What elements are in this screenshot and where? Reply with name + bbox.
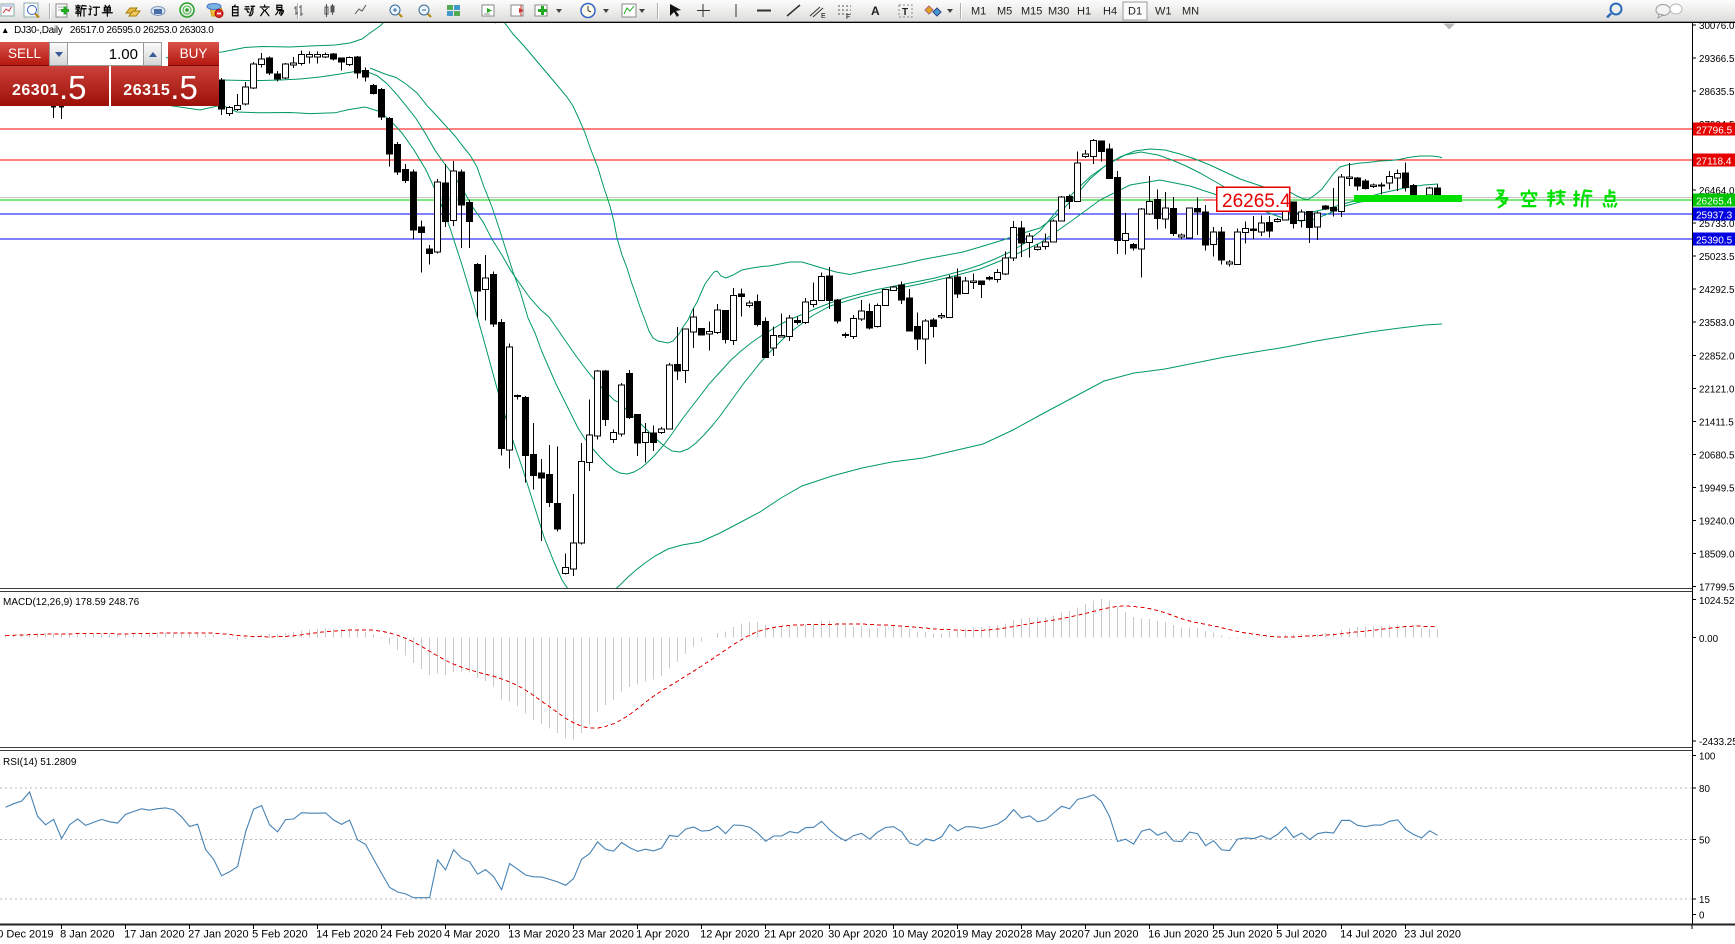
- svg-text:W1: W1: [1155, 6, 1172, 18]
- svg-text:0: 0: [1699, 911, 1705, 922]
- svg-text:80: 80: [1699, 784, 1710, 795]
- svg-text:17799.5: 17799.5: [1699, 583, 1735, 594]
- svg-text:4 Mar 2020: 4 Mar 2020: [444, 929, 500, 941]
- svg-text:26265.4: 26265.4: [1222, 191, 1291, 212]
- svg-text:19949.5: 19949.5: [1699, 484, 1735, 495]
- svg-text:30 Apr 2020: 30 Apr 2020: [828, 929, 887, 941]
- svg-text:14 Jul 2020: 14 Jul 2020: [1340, 929, 1397, 941]
- svg-text:D1: D1: [1128, 6, 1142, 18]
- svg-text:22121.0: 22121.0: [1699, 384, 1735, 395]
- svg-text:M30: M30: [1048, 6, 1069, 18]
- svg-text:MACD(12,26,9) 178.59 248.76: MACD(12,26,9) 178.59 248.76: [3, 597, 140, 608]
- svg-text:F: F: [846, 14, 850, 21]
- svg-text:19 May 2020: 19 May 2020: [956, 929, 1020, 941]
- svg-text:-2433.25: -2433.25: [1699, 737, 1735, 748]
- svg-text:24292.5: 24292.5: [1699, 285, 1735, 296]
- svg-text:21 Apr 2020: 21 Apr 2020: [764, 929, 823, 941]
- svg-text:H1: H1: [1077, 6, 1091, 18]
- svg-text:23 Mar 2020: 23 Mar 2020: [572, 929, 634, 941]
- svg-text:1024.52: 1024.52: [1699, 596, 1734, 607]
- svg-text:H4: H4: [1103, 6, 1117, 18]
- svg-text:30076.0: 30076.0: [1699, 21, 1735, 32]
- svg-text:17 Jan 2020: 17 Jan 2020: [124, 929, 185, 941]
- svg-text:27796.5: 27796.5: [1696, 126, 1733, 137]
- svg-text:15: 15: [1699, 895, 1710, 906]
- svg-text:T: T: [902, 7, 908, 18]
- svg-text:50: 50: [1699, 835, 1710, 846]
- svg-text:0.00: 0.00: [1699, 634, 1719, 645]
- svg-text:21411.5: 21411.5: [1699, 417, 1734, 428]
- svg-text:A: A: [871, 4, 880, 18]
- svg-text:5 Jul 2020: 5 Jul 2020: [1276, 929, 1327, 941]
- svg-text:M5: M5: [997, 6, 1012, 18]
- svg-text:M15: M15: [1021, 6, 1042, 18]
- svg-text:24 Feb 2020: 24 Feb 2020: [380, 929, 442, 941]
- svg-text:22852.0: 22852.0: [1699, 351, 1735, 362]
- svg-text:16 Jun 2020: 16 Jun 2020: [1148, 929, 1209, 941]
- svg-text:10 May 2020: 10 May 2020: [892, 929, 956, 941]
- svg-text:20680.5: 20680.5: [1699, 450, 1735, 461]
- svg-text:12 Apr 2020: 12 Apr 2020: [700, 929, 759, 941]
- svg-text:5 Feb 2020: 5 Feb 2020: [252, 929, 308, 941]
- svg-text:23583.0: 23583.0: [1699, 318, 1735, 329]
- svg-text:25 Jun 2020: 25 Jun 2020: [1212, 929, 1273, 941]
- svg-text:RSI(14) 51.2809: RSI(14) 51.2809: [3, 757, 77, 768]
- svg-text:26265.4: 26265.4: [1696, 196, 1733, 207]
- svg-text:25023.5: 25023.5: [1699, 252, 1735, 263]
- svg-text:E: E: [821, 13, 826, 20]
- svg-text:26464.0: 26464.0: [1699, 186, 1735, 197]
- svg-text:27118.4: 27118.4: [1696, 157, 1732, 168]
- svg-text:27 Jan 2020: 27 Jan 2020: [188, 929, 249, 941]
- svg-text:25937.3: 25937.3: [1696, 211, 1733, 222]
- svg-text:25390.5: 25390.5: [1696, 236, 1733, 247]
- svg-text:M1: M1: [971, 6, 986, 18]
- svg-text:1 Apr 2020: 1 Apr 2020: [636, 929, 689, 941]
- svg-text:8 Jan 2020: 8 Jan 2020: [60, 929, 114, 941]
- svg-text:23 Jul 2020: 23 Jul 2020: [1404, 929, 1461, 941]
- svg-text:28635.5: 28635.5: [1699, 87, 1735, 98]
- svg-text:7 Jun 2020: 7 Jun 2020: [1084, 929, 1138, 941]
- svg-text:28 May 2020: 28 May 2020: [1020, 929, 1084, 941]
- svg-text:13 Mar 2020: 13 Mar 2020: [508, 929, 570, 941]
- svg-text:19240.0: 19240.0: [1699, 517, 1735, 528]
- svg-text:14 Feb 2020: 14 Feb 2020: [316, 929, 378, 941]
- svg-text:29366.5: 29366.5: [1699, 54, 1735, 65]
- svg-text:MN: MN: [1182, 6, 1199, 18]
- svg-text:100: 100: [1699, 752, 1716, 763]
- svg-text:25733.0: 25733.0: [1699, 219, 1735, 230]
- svg-text:18509.0: 18509.0: [1699, 550, 1735, 561]
- svg-text:30 Dec 2019: 30 Dec 2019: [0, 929, 53, 941]
